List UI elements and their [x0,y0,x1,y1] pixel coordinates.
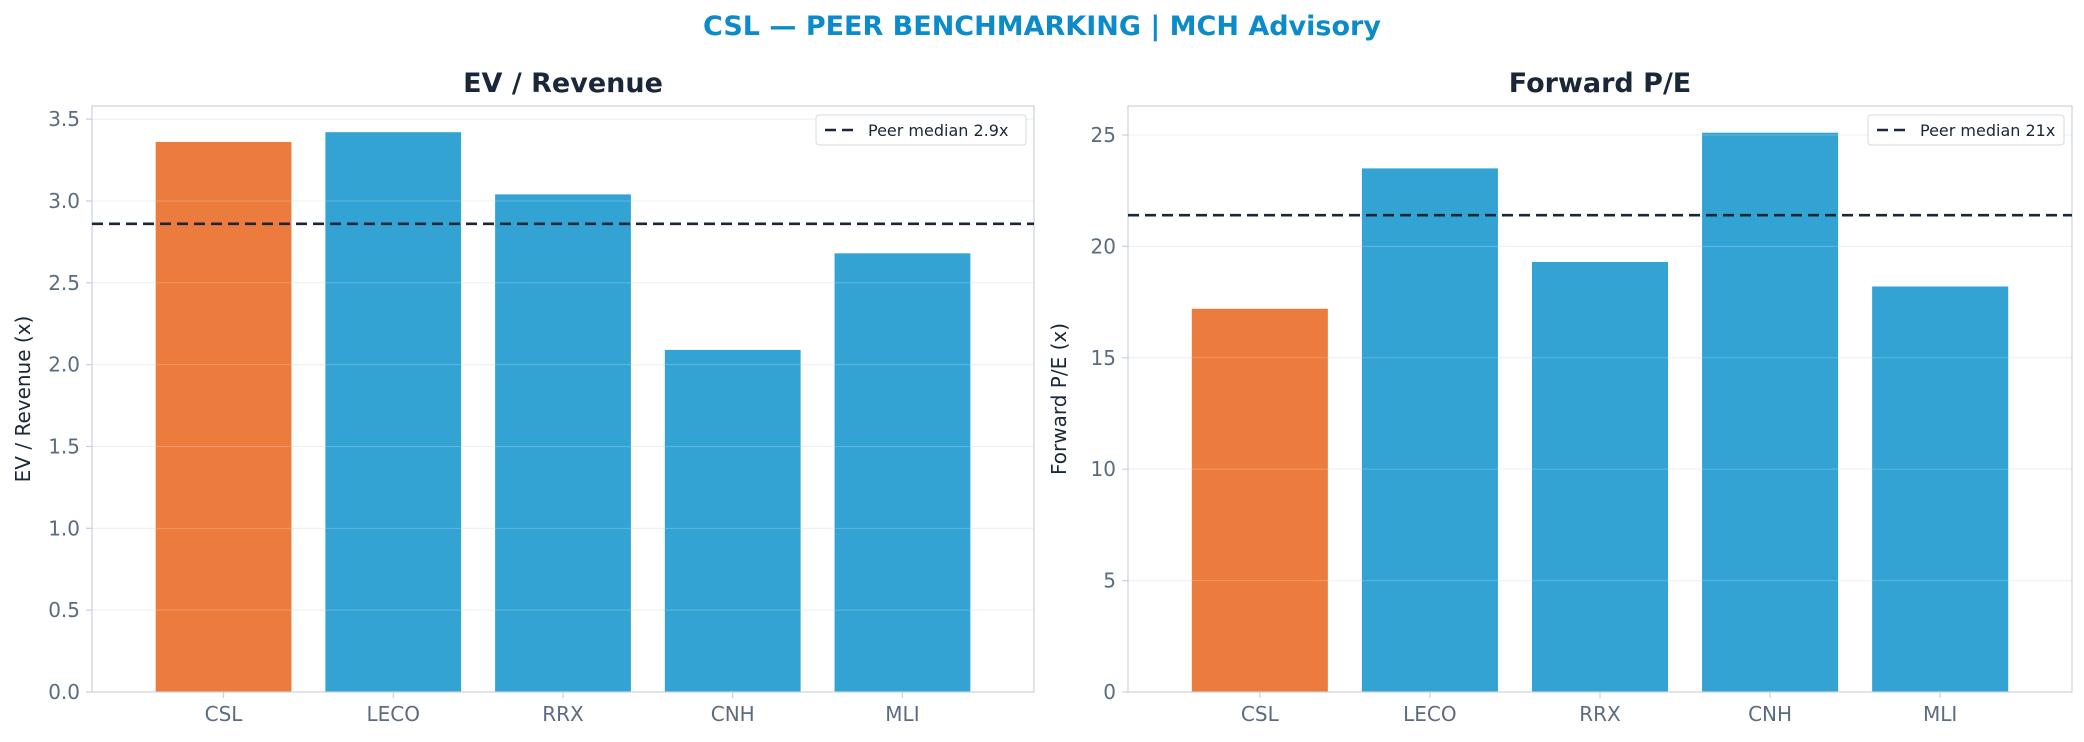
figure-title: CSL — PEER BENCHMARKING | MCH Advisory [703,11,1381,42]
x-tick-label: MLI [885,702,919,726]
x-tick-label: CSL [1241,702,1280,726]
x-tick-label: CSL [205,702,244,726]
x-tick-label: CNH [1748,702,1792,726]
bar-csl [155,142,292,692]
bar-rrx [495,194,631,693]
x-tick-label: RRX [542,702,584,726]
chart-panel-1: 0.0 0.5 1.0 1.5 2.0 2.5 3.0 3.5 CSL LECO RRX CNH MLI… [11,68,1035,726]
y-tick-label: 3.5 [48,107,80,131]
x-tick-label: RRX [1579,702,1621,726]
bar-leco [325,132,462,692]
chart-title: EV / Revenue [463,68,663,99]
legend-box [1867,114,2065,146]
y-tick-label: 10 [1091,457,1116,481]
y-tick-label: 15 [1091,346,1116,370]
legend: Peer median 2.9x [815,114,1027,146]
y-tick-label: 5 [1103,569,1116,593]
y-tick-label: 2.0 [48,353,80,377]
y-tick-label: 3.0 [48,189,80,213]
bar-cnh [1702,132,1839,692]
y-tick-label: 0 [1103,680,1116,704]
y-tick-label: 1.0 [48,516,80,540]
legend-label: Peer median 21x [1920,121,2055,140]
y-axis-label: EV / Revenue (x) [11,316,35,483]
chart-title: Forward P/E [1509,68,1692,99]
bar-mli [834,253,971,693]
legend: Peer median 21x [1867,114,2065,146]
legend-box [815,114,1027,146]
x-tick-label: MLI [1923,702,1957,726]
y-tick-label: 1.5 [48,434,80,458]
x-tick-label: CNH [711,702,755,726]
y-tick-label: 0.0 [48,680,80,704]
bar-cnh [664,349,801,692]
legend-label: Peer median 2.9x [868,121,1008,140]
bar-leco [1361,168,1498,693]
bar-rrx [1531,261,1669,692]
x-tick-label: LECO [367,702,421,726]
bar-csl [1191,308,1328,692]
y-tick-label: 25 [1091,123,1116,147]
chart-panels: 0.0 0.5 1.0 1.5 2.0 2.5 3.0 3.5 CSL LECO RRX CNH MLI… [11,68,2073,726]
y-tick-label: 2.5 [48,271,80,295]
x-tick-label: LECO [1403,702,1457,726]
bar-mli [1872,286,2009,692]
y-axis-label: Forward P/E (x) [1047,323,1071,475]
y-tick-label: 0.5 [48,598,80,622]
y-tick-label: 20 [1091,234,1116,258]
chart-panel-2: 0 5 10 15 20 25 CSL LECO RRX CNH MLI Forward P/E For… [1047,68,2073,726]
